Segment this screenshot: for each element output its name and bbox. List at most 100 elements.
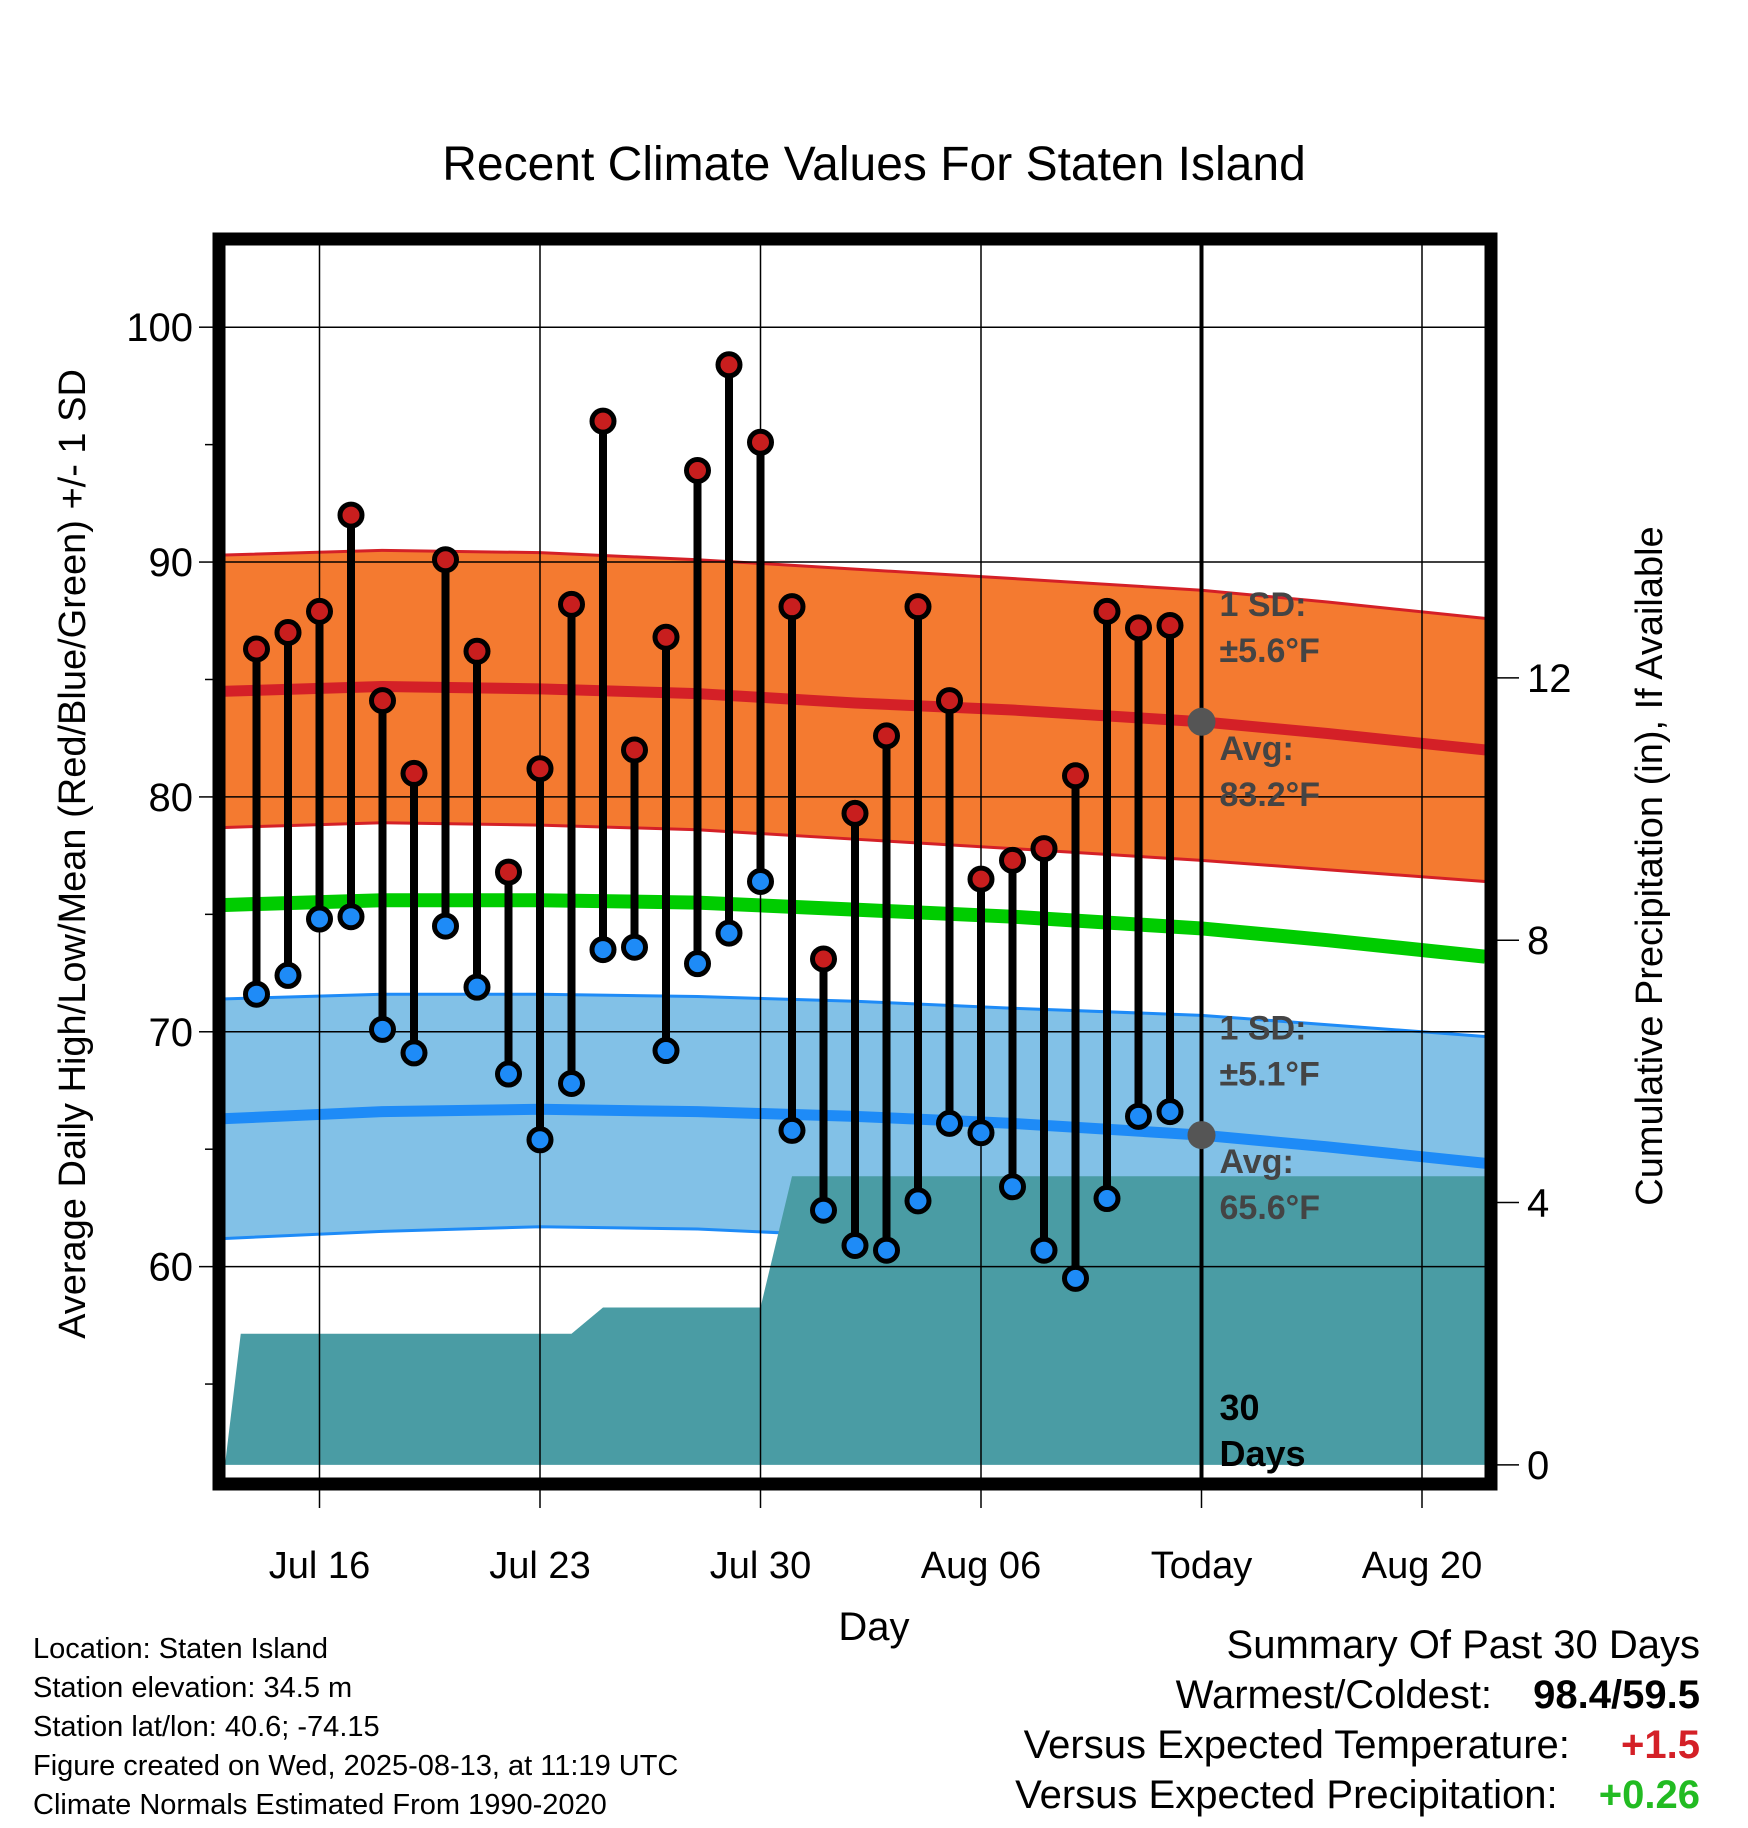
y2-tick-label: 0 xyxy=(1527,1444,1549,1488)
high-point xyxy=(369,687,396,715)
x-tick-label: Today xyxy=(1151,1545,1252,1587)
high-point xyxy=(526,755,554,783)
days-word: Days xyxy=(1220,1433,1306,1474)
high-point xyxy=(432,546,459,574)
high-point xyxy=(400,759,428,787)
high-point xyxy=(810,945,837,973)
x-axis-label: Day xyxy=(838,1605,909,1649)
high-upper-sd-line xyxy=(225,548,1485,620)
latlon-text: Station lat/lon: 40.6; -74.15 xyxy=(33,1711,380,1743)
y-tick-label: 60 xyxy=(149,1246,194,1290)
low-point xyxy=(432,912,459,940)
high-point xyxy=(1093,597,1121,625)
high-point xyxy=(1062,762,1089,790)
low-point xyxy=(747,867,774,895)
low-point xyxy=(621,933,648,961)
low-point xyxy=(684,950,711,978)
low-point xyxy=(873,1236,900,1264)
x-tick-label: Aug 06 xyxy=(921,1545,1041,1587)
temp-label: Versus Expected Temperature: xyxy=(1023,1723,1570,1767)
today-high-avg-marker xyxy=(1187,707,1216,736)
low-point xyxy=(936,1109,963,1137)
location-text: Location: Staten Island xyxy=(33,1633,329,1665)
days-number: 30 xyxy=(1220,1387,1260,1428)
high-avg-value: 83.2°F xyxy=(1220,776,1321,814)
low-point xyxy=(1125,1102,1152,1130)
low-avg-value: 65.6°F xyxy=(1220,1189,1321,1227)
summary-title: Summary Of Past 30 Days xyxy=(1226,1623,1700,1667)
low-point xyxy=(778,1116,806,1144)
high-sd-label: 1 SD: xyxy=(1220,586,1307,624)
low-point xyxy=(558,1069,585,1097)
high-point xyxy=(621,736,648,764)
high-point xyxy=(558,590,585,618)
high-point xyxy=(463,637,491,665)
created-text: Figure created on Wed, 2025-08-13, at 11… xyxy=(33,1750,679,1782)
low-point xyxy=(463,973,491,1001)
precip-value: +0.26 xyxy=(1598,1773,1700,1817)
low-point xyxy=(1062,1264,1089,1292)
high-point xyxy=(1125,614,1152,642)
low-point xyxy=(999,1173,1026,1201)
high-point xyxy=(684,456,711,484)
low-point xyxy=(337,903,365,931)
high-point xyxy=(715,351,743,379)
low-point xyxy=(715,919,743,947)
high-point xyxy=(936,687,963,715)
low-point xyxy=(589,936,617,964)
elevation-text: Station elevation: 34.5 m xyxy=(33,1672,353,1704)
low-point xyxy=(1156,1098,1184,1126)
low-point xyxy=(306,905,333,933)
high-avg-line xyxy=(225,681,1485,756)
warm-cold-row: Warmest/Coldest: 98.4/59.5 xyxy=(1015,1670,1700,1720)
low-point xyxy=(841,1231,869,1259)
high-point xyxy=(778,593,806,621)
x-tick-label: Jul 30 xyxy=(710,1545,811,1587)
y-tick-label: 100 xyxy=(126,306,193,350)
high-point xyxy=(589,407,617,435)
high-point xyxy=(999,846,1026,874)
low-sd-label: 1 SD: xyxy=(1220,1009,1307,1047)
high-avg-label: Avg: xyxy=(1220,730,1294,768)
y-tick-label: 70 xyxy=(149,1011,194,1055)
low-point xyxy=(400,1039,428,1067)
station-info: Location: Staten Island Station elevatio… xyxy=(33,1630,678,1825)
low-sd-value: ±5.1°F xyxy=(1220,1055,1320,1093)
temp-row: Versus Expected Temperature: +1.5 xyxy=(1015,1720,1700,1770)
y2-tick-label: 12 xyxy=(1527,657,1572,701)
high-point xyxy=(747,428,774,456)
y2-tick-label: 4 xyxy=(1527,1182,1549,1226)
warm-cold-value: 98.4/59.5 xyxy=(1533,1673,1700,1717)
y-tick-label: 90 xyxy=(149,541,194,585)
low-point xyxy=(904,1187,932,1215)
summary-panel: Summary Of Past 30 Days Warmest/Coldest:… xyxy=(1015,1620,1700,1820)
high-point xyxy=(306,597,333,625)
low-point xyxy=(810,1196,837,1224)
x-tick-label: Aug 20 xyxy=(1362,1545,1482,1587)
low-point xyxy=(652,1037,680,1065)
high-point xyxy=(495,858,522,886)
precip-label: Versus Expected Precipitation: xyxy=(1015,1773,1558,1817)
temp-value: +1.5 xyxy=(1621,1723,1700,1767)
low-point xyxy=(967,1119,995,1147)
high-sd-value: ±5.6°F xyxy=(1220,632,1320,670)
high-point xyxy=(652,623,680,651)
low-avg-label: Avg: xyxy=(1220,1143,1294,1181)
y2-axis-label: Cumulative Precipitation (in), If Availa… xyxy=(1629,526,1671,1205)
plot-frame xyxy=(212,232,1498,1491)
low-point xyxy=(369,1015,396,1043)
y-tick-label: 80 xyxy=(149,776,194,820)
y-axis-label: Average Daily High/Low/Mean (Red/Blue/Gr… xyxy=(52,369,94,1339)
high-point xyxy=(904,593,932,621)
precip-row: Versus Expected Precipitation: +0.26 xyxy=(1015,1770,1700,1820)
high-point xyxy=(1156,611,1184,639)
low-point xyxy=(1093,1185,1121,1213)
today-low-avg-marker xyxy=(1187,1121,1216,1150)
warm-cold-label: Warmest/Coldest: xyxy=(1175,1673,1493,1717)
high-point xyxy=(243,635,270,663)
low-point xyxy=(243,980,270,1008)
high-point xyxy=(873,722,900,750)
low-point xyxy=(526,1126,554,1154)
x-tick-label: Jul 16 xyxy=(269,1545,370,1587)
